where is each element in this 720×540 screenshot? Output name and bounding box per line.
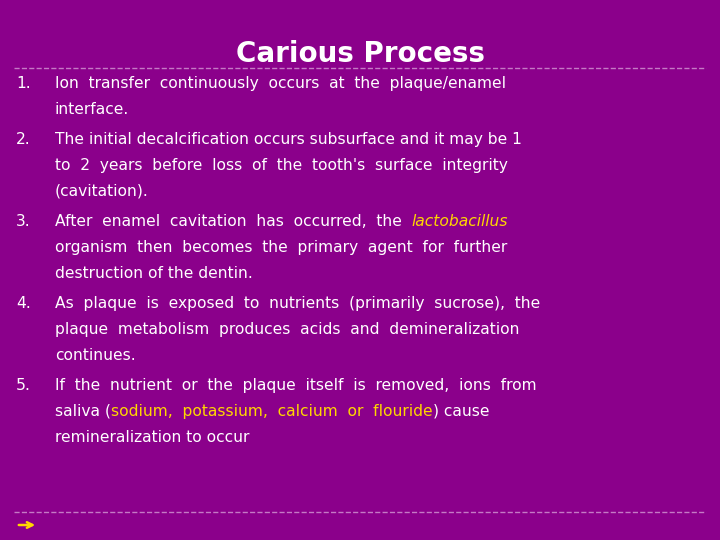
Text: Carious Process: Carious Process — [235, 40, 485, 68]
Text: organism  then  becomes  the  primary  agent  for  further: organism then becomes the primary agent … — [55, 240, 508, 255]
Text: 5.: 5. — [16, 378, 31, 393]
Text: The initial decalcification occurs subsurface and it may be 1: The initial decalcification occurs subsu… — [55, 132, 522, 147]
Text: to  2  years  before  loss  of  the  tooth's  surface  integrity: to 2 years before loss of the tooth's su… — [55, 158, 508, 173]
Text: As  plaque  is  exposed  to  nutrients  (primarily  sucrose),  the: As plaque is exposed to nutrients (prima… — [55, 296, 540, 311]
Text: (cavitation).: (cavitation). — [55, 184, 149, 199]
Text: plaque  metabolism  produces  acids  and  demineralization: plaque metabolism produces acids and dem… — [55, 322, 520, 337]
Text: 4.: 4. — [16, 296, 31, 311]
Text: interface.: interface. — [55, 102, 130, 117]
Text: Ion  transfer  continuously  occurs  at  the  plaque/enamel: Ion transfer continuously occurs at the … — [55, 76, 506, 91]
Text: 2.: 2. — [16, 132, 31, 147]
Text: After  enamel  cavitation  has  occurred,  the: After enamel cavitation has occurred, th… — [55, 214, 412, 229]
Text: ) cause: ) cause — [433, 404, 489, 419]
Text: 1.: 1. — [16, 76, 31, 91]
Text: lactobacillus: lactobacillus — [412, 214, 508, 229]
Text: 3.: 3. — [16, 214, 31, 229]
Text: saliva (: saliva ( — [55, 404, 111, 419]
Text: sodium,  potassium,  calcium  or  flouride: sodium, potassium, calcium or flouride — [111, 404, 433, 419]
Text: destruction of the dentin.: destruction of the dentin. — [55, 266, 253, 281]
Text: continues.: continues. — [55, 348, 135, 363]
Text: If  the  nutrient  or  the  plaque  itself  is  removed,  ions  from: If the nutrient or the plaque itself is … — [55, 378, 536, 393]
Text: remineralization to occur: remineralization to occur — [55, 430, 249, 445]
